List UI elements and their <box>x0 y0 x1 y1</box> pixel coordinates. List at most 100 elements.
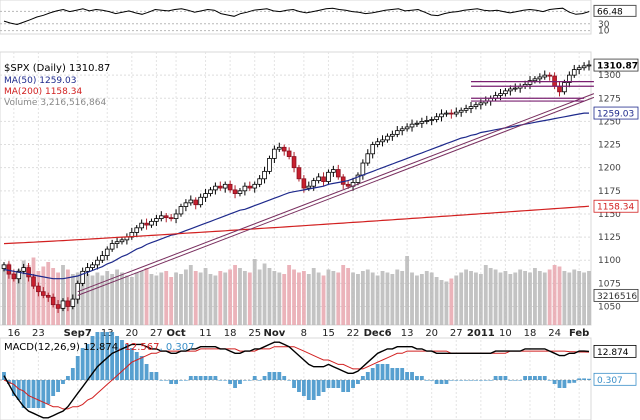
macd-histogram-bar <box>385 364 390 380</box>
volume-bar <box>2 266 6 325</box>
candle-body <box>463 108 469 111</box>
macd-histogram-bar <box>46 380 51 404</box>
volume-bar <box>508 274 513 325</box>
trendline <box>77 96 595 296</box>
candle-body <box>444 112 449 115</box>
price-value-tags: 1310.87 1259.03 1158.34 3216516 <box>593 58 639 302</box>
candle-body <box>360 162 366 176</box>
date-axis-labels: 1623Sep7132027Oct111825Nov81522Dec613202… <box>7 328 589 339</box>
price-grid <box>0 52 591 325</box>
volume-bar <box>149 274 154 325</box>
macd-histogram-bar <box>503 376 508 380</box>
date-tick-label: Nov <box>263 328 285 339</box>
candle-body <box>134 227 140 233</box>
candle-body <box>139 222 144 229</box>
volume-bar <box>390 274 395 325</box>
candle-body <box>331 169 336 173</box>
price-tick-label: 1075 <box>598 279 621 289</box>
candle-body <box>217 185 223 189</box>
price-tag-box <box>593 288 639 302</box>
macd-histogram-bar <box>70 368 75 380</box>
macd-histogram-bar <box>272 372 277 380</box>
volume-bar <box>183 269 188 325</box>
macd-histogram-bar <box>365 372 370 380</box>
rsi-panel-background <box>0 0 592 35</box>
volume-bar <box>365 269 370 325</box>
candle-body <box>326 171 331 182</box>
macd-histogram-bar <box>154 372 159 380</box>
candle-body <box>100 255 105 261</box>
macd-histogram-bar <box>464 380 469 381</box>
candle-body <box>232 189 238 194</box>
candle-body <box>16 270 22 280</box>
volume-bar <box>464 269 469 325</box>
price-axis-labels: 1050 1075 1100 1125 1150 1175 1200 1225 1250 1275… <box>598 71 621 312</box>
candle-body <box>281 146 287 152</box>
macd-histogram-bar <box>528 376 532 380</box>
macd-histogram-bar <box>498 376 503 380</box>
macd-histogram-bar <box>242 380 247 381</box>
price-tick-label: 1225 <box>598 141 621 151</box>
volume-bar <box>410 272 414 325</box>
candle-body <box>11 273 17 280</box>
macd-histogram-bar <box>567 380 572 384</box>
volume-bar <box>429 272 434 325</box>
candle-body <box>247 185 253 189</box>
volume-bar <box>218 271 223 325</box>
macd-histogram-bar <box>537 376 542 380</box>
macd-histogram-bar <box>267 372 272 380</box>
candle-body <box>394 130 400 135</box>
macd-histogram-bar <box>434 380 439 384</box>
candle-body <box>104 248 110 256</box>
candle-body <box>276 146 282 150</box>
macd-histogram-bar <box>459 380 464 381</box>
macd-histogram-bar <box>518 380 523 381</box>
volume-bar <box>385 272 390 325</box>
volume-bar <box>56 272 60 325</box>
macd-histogram-bar <box>188 376 193 380</box>
volume-bar <box>351 272 355 325</box>
volume-bar <box>11 272 16 325</box>
macd-histogram-bar <box>105 332 110 380</box>
macd-histogram-bar <box>306 380 311 400</box>
macd-histogram-bar <box>405 372 410 380</box>
volume-bar <box>115 269 119 325</box>
volume-bar <box>306 274 311 325</box>
candle-body <box>188 199 194 204</box>
macd-histogram-bar <box>336 380 341 388</box>
volume-bar <box>493 269 498 325</box>
macd-panel: MACD(12,26,9) 12.874, 12.567, 0.307 12.8… <box>0 332 637 420</box>
date-tick-label: 15 <box>322 328 335 339</box>
volume-bar <box>208 274 213 325</box>
trendlines <box>77 93 595 296</box>
date-tick-label: 13 <box>401 328 414 339</box>
macd-histogram-bar <box>36 380 41 408</box>
macd-histogram-bar <box>149 372 154 380</box>
date-tick-label: 11 <box>199 328 212 339</box>
volume-bar <box>164 271 169 325</box>
volume-bar <box>572 269 577 325</box>
candle-body <box>581 65 587 69</box>
volume-bar <box>6 263 11 325</box>
price-tick-label: 1275 <box>598 94 621 104</box>
candle-body <box>267 158 272 172</box>
price-tick-label: 1125 <box>598 233 621 243</box>
candle-body <box>385 135 390 141</box>
price-legend: $SPX (Daily) 1310.87 MA(50) 1259.03 MA(2… <box>4 63 110 108</box>
macd-histogram-bar <box>523 376 528 380</box>
macd-histogram-bar <box>469 380 473 381</box>
macd-histogram-bar <box>360 376 365 380</box>
macd-histogram-bar <box>124 344 129 380</box>
candle-body <box>562 82 567 93</box>
rsi-tick-labels: 66.48301066.48 <box>593 4 637 37</box>
volume-bar <box>198 272 203 325</box>
candle-body <box>301 178 307 189</box>
macd-histogram-bar <box>370 368 375 380</box>
volume-bar <box>356 274 360 325</box>
candle-body <box>1 264 7 269</box>
macd-histogram-bar <box>474 380 478 381</box>
rsi-panel: 66.48301066.48 <box>0 0 637 37</box>
date-tick-label: 8 <box>301 328 307 339</box>
volume-bar <box>557 266 562 325</box>
candle-body <box>473 104 479 108</box>
